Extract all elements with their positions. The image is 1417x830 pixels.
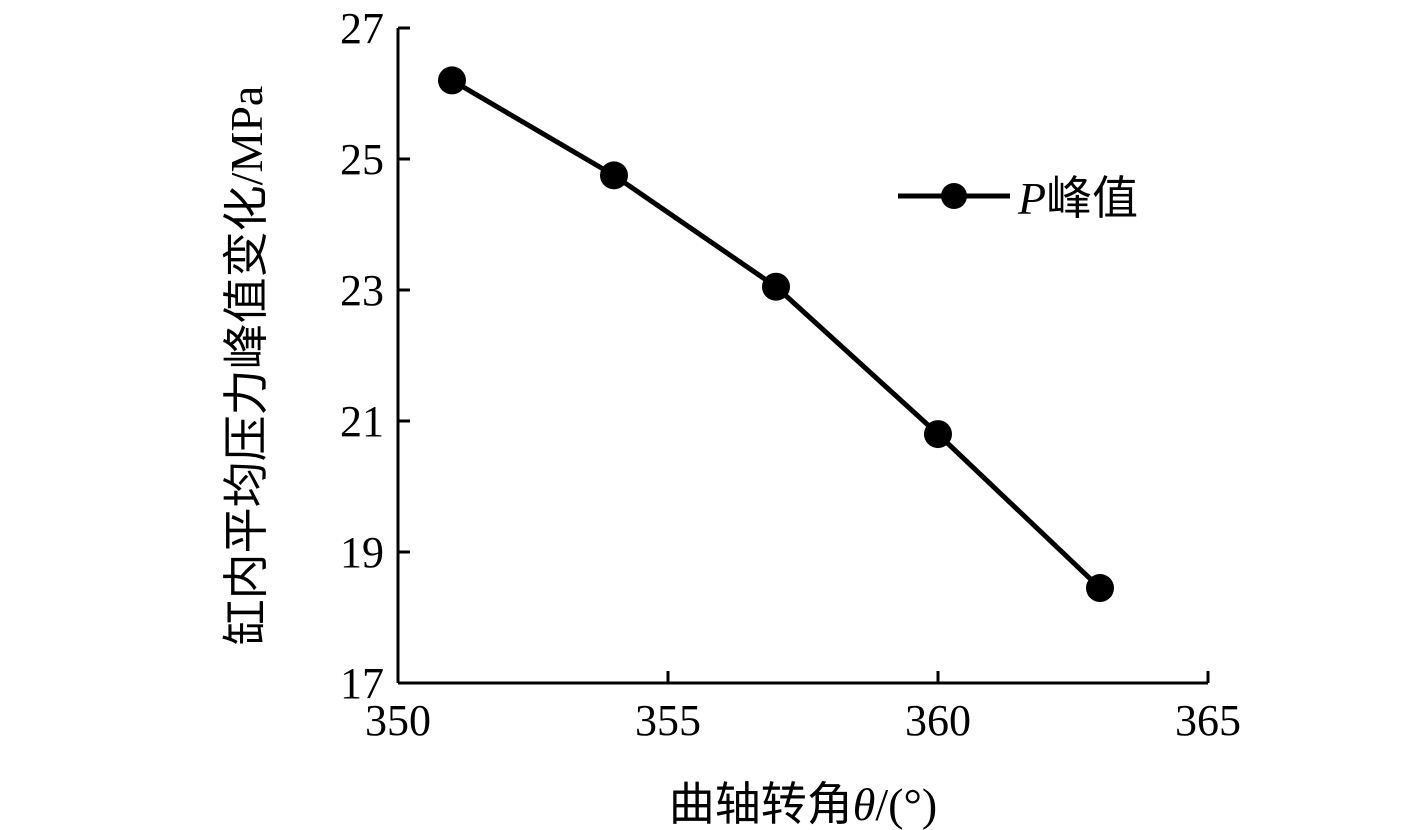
x-tick-label: 350 (365, 696, 431, 745)
x-axis-title: 曲轴转角θ/(°) (669, 779, 937, 830)
legend-label-suffix: 峰值 (1046, 173, 1138, 224)
x-axis-title-suffix: /(°) (875, 779, 937, 830)
y-tick-label: 23 (340, 266, 384, 315)
legend: P峰值 (898, 173, 1138, 224)
y-axis-title: 缸内平均压力峰值变化/MPa (221, 86, 272, 646)
data-point (438, 66, 466, 95)
y-tick-label: 25 (340, 135, 384, 184)
ticks: 17 19 21 23 25 27 350 355 360 365 (340, 4, 1241, 745)
x-axis-title-prefix: 曲轴转角 (669, 779, 853, 830)
legend-label-symbol: P (1017, 173, 1046, 224)
x-tick-label: 360 (905, 696, 971, 745)
data-point (1086, 574, 1114, 603)
y-tick-label: 27 (340, 4, 384, 53)
series (438, 66, 1114, 603)
y-tick-label: 21 (340, 397, 384, 446)
x-axis-title-symbol: θ (853, 779, 876, 830)
data-point (924, 420, 952, 449)
legend-label: P峰值 (1017, 173, 1138, 224)
y-tick-label: 19 (340, 528, 384, 577)
x-tick-label: 365 (1175, 696, 1241, 745)
data-point (600, 161, 628, 190)
axes (396, 28, 1208, 685)
x-tick-label: 355 (635, 696, 701, 745)
data-point (762, 272, 790, 301)
legend-marker-swatch (941, 183, 967, 209)
series-line (450, 78, 1102, 590)
y-tick-label: 17 (340, 659, 384, 708)
